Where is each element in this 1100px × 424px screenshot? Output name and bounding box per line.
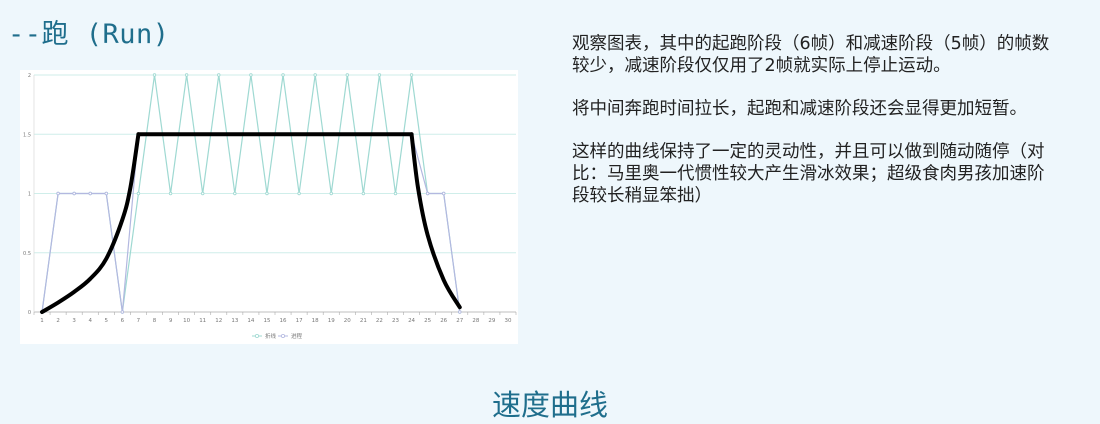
- y-tick-label: 1.5: [23, 132, 31, 138]
- series-1-point: [393, 191, 398, 196]
- x-tick-label: 5: [105, 318, 109, 324]
- series-1-point: [184, 73, 189, 77]
- y-tick-label: 0.5: [23, 251, 31, 257]
- x-tick-label: 9: [169, 318, 173, 324]
- legend-label-2: 进程: [291, 332, 303, 340]
- series-line-2: [41, 133, 461, 313]
- x-tick-label: 7: [137, 318, 141, 324]
- x-tick-label: 19: [328, 318, 335, 324]
- series-1-point: [297, 191, 301, 196]
- chart-legend: 折线 进程: [252, 332, 303, 340]
- x-tick-label: 18: [312, 318, 319, 324]
- x-tick-label: 13: [231, 318, 238, 324]
- x-tick-label: 21: [360, 318, 367, 324]
- note-paragraph-2: 将中间奔跑时间拉长，起跑和减速阶段还会显得更加短暂。: [572, 99, 1027, 119]
- legend-marker-2: [280, 333, 285, 338]
- series-1-point: [200, 191, 205, 196]
- x-tick-label: 27: [456, 318, 463, 324]
- series-1-point: [168, 191, 173, 196]
- x-tick-label: 26: [440, 318, 447, 324]
- x-tick-label: 24: [408, 318, 415, 324]
- series-1-point: [152, 73, 157, 77]
- y-tick-label: 2: [28, 73, 31, 79]
- x-tick-label: 28: [472, 318, 479, 324]
- x-tick-label: 29: [488, 318, 495, 324]
- overlay-fall-curve: [409, 132, 462, 310]
- x-tick-label: 1: [40, 318, 44, 324]
- series-2-point: [442, 191, 446, 196]
- series-1-point: [409, 73, 414, 77]
- series-2-point: [425, 191, 430, 196]
- series-2-point: [458, 310, 462, 314]
- x-tick-label: 15: [263, 318, 270, 324]
- slide-caption: 速度曲线: [491, 388, 608, 422]
- x-tick-label: 20: [344, 318, 351, 324]
- series-2-point: [120, 310, 125, 314]
- series-1-point: [217, 73, 221, 77]
- x-tick-label: 25: [424, 318, 431, 324]
- series-1-point: [361, 191, 366, 196]
- x-tick-label: 12: [215, 318, 222, 324]
- legend-label-1: 折线: [265, 332, 277, 340]
- x-tick-label: 6: [121, 318, 125, 324]
- x-tick-label: 10: [183, 318, 190, 324]
- series-2-point: [72, 191, 76, 196]
- x-tick-label: 11: [199, 318, 206, 324]
- x-tick-label: 14: [247, 318, 254, 324]
- x-tick-label: 4: [88, 318, 92, 324]
- y-tick-label: 0: [28, 310, 31, 316]
- notes-panel: 观察图表，其中的起跑阶段（6帧）和减速阶段（5帧）的帧数较少，减速阶段仅仅用了2…: [572, 33, 1052, 228]
- speed-chart: 0 0.5 1 1.5 2 1 2 3 4 5 6 7 8 9 10 11 12 13 14 15 16 17 18 19 20…: [20, 70, 518, 344]
- slide-title: --跑 (Run): [8, 19, 170, 50]
- series-1-point: [313, 73, 317, 77]
- series-1-point: [136, 191, 141, 196]
- x-tick-label: 30: [504, 318, 511, 324]
- x-tick-label: 22: [376, 318, 383, 324]
- overlay-rise-curve: [40, 132, 141, 314]
- chart-grid: [34, 74, 516, 254]
- x-tick-label: 23: [392, 318, 399, 324]
- legend-marker-1: [254, 333, 259, 338]
- series-2-point: [104, 191, 108, 196]
- series-1-point: [281, 73, 285, 77]
- chart-svg: 00.511.521 2 3 4 5 6 7 8 9 10 11 12 13 14 15 16 17 18 19 20…: [23, 73, 517, 340]
- x-tick-label: 17: [296, 318, 303, 324]
- series-1-point: [233, 191, 237, 196]
- series-1-point: [265, 191, 269, 196]
- note-paragraph-1: 观察图表，其中的起跑阶段（6帧）和减速阶段（5帧）的帧数较少，减速阶段仅仅用了2…: [572, 34, 1050, 76]
- chart-overlay-curve: [40, 132, 462, 314]
- series-1-point: [377, 73, 382, 77]
- series-1-point: [249, 73, 253, 77]
- y-tick-label: 1: [28, 192, 31, 198]
- x-tick-label: 3: [72, 318, 76, 324]
- note-paragraph-3: 这样的曲线保持了一定的灵动性，并且可以做到随动随停（对比：马里奥一代惯性较大产生…: [572, 142, 1045, 206]
- series-1-point: [329, 191, 333, 196]
- x-tick-label: 8: [153, 318, 157, 324]
- series-1-point: [345, 73, 349, 77]
- x-tick-label: 16: [280, 318, 287, 324]
- series-2-point: [88, 191, 92, 196]
- x-tick-label: 2: [56, 318, 60, 324]
- chart-axes: 00.511.521 2 3 4 5 6 7 8 9 10 11 12 13 14 15 16 17 18 19 20…: [23, 73, 517, 324]
- series-2-point: [56, 191, 60, 196]
